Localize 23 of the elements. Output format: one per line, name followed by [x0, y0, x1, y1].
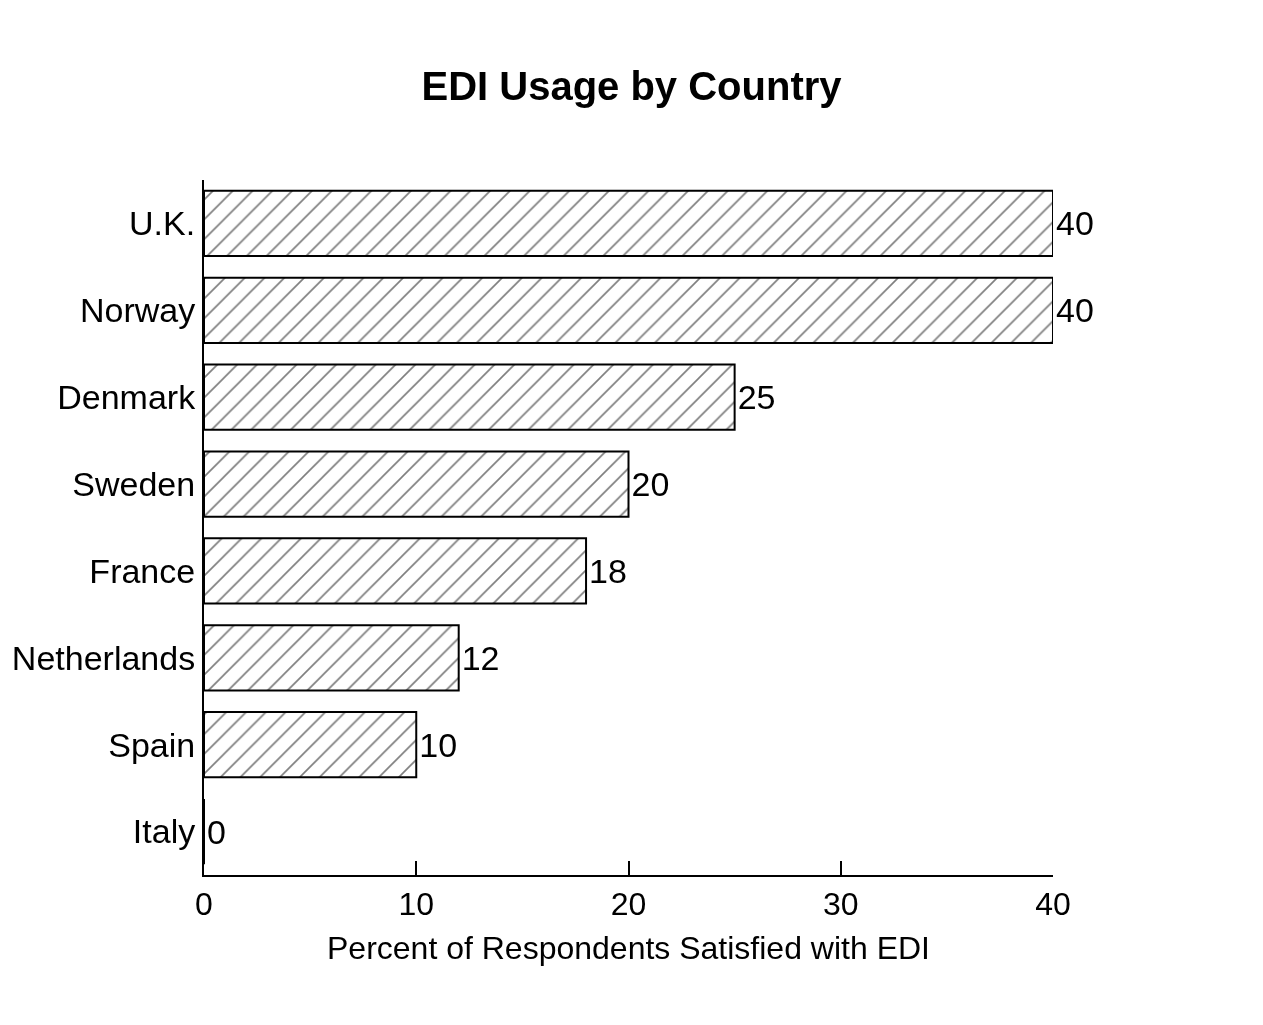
data-label: 12: [461, 638, 500, 677]
data-label: 25: [737, 378, 776, 417]
chart-title: EDI Usage by Country: [421, 63, 843, 108]
data-label: 0: [207, 812, 226, 851]
data-label: 18: [589, 551, 627, 590]
x-tick-label: 0: [195, 886, 213, 923]
y-tick-label: Spain: [108, 725, 196, 764]
y-tick-label: Sweden: [72, 464, 196, 503]
x-tick-label: 30: [822, 886, 859, 923]
data-label: 40: [1056, 204, 1094, 243]
y-tick-label: U.K.: [129, 204, 196, 243]
data-label: 20: [631, 465, 670, 504]
x-tick-label: 40: [1035, 886, 1071, 923]
data-label: 40: [1056, 291, 1094, 330]
y-tick-label: Italy: [132, 812, 196, 851]
x-tick-label: 10: [398, 886, 435, 923]
x-tick-label: 20: [610, 886, 647, 923]
y-tick-label: Netherlands: [11, 638, 196, 677]
y-tick-label: France: [89, 551, 196, 590]
y-tick-label: Norway: [79, 291, 196, 330]
y-tick-label: Denmark: [57, 378, 197, 417]
x-axis-title: Percent of Respondents Satisfied with EDI: [327, 929, 930, 966]
data-label: 10: [419, 725, 458, 764]
